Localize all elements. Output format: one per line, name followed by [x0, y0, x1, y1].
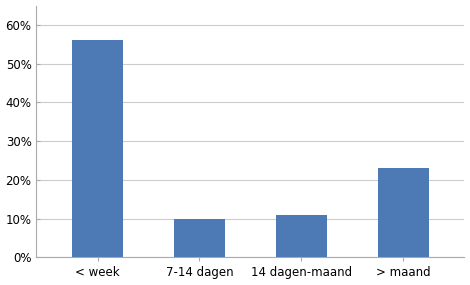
- Bar: [174, 219, 225, 257]
- Bar: [378, 168, 429, 257]
- Bar: [276, 215, 327, 257]
- Bar: [72, 40, 123, 257]
